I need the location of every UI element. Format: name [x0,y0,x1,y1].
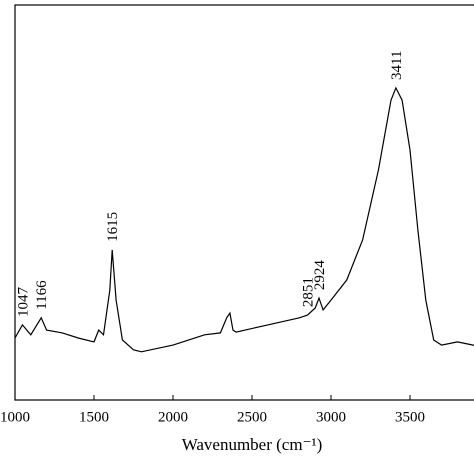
spectrum-line [14,86,474,353]
x-tick-label: 1000 [0,409,30,425]
x-tick-label: 3500 [395,409,425,425]
peak-label: 1166 [34,280,50,310]
plot-frame [14,4,474,401]
peak-label: 1615 [105,212,121,242]
x-tick-label: 2000 [158,409,188,425]
x-tick-label: 3000 [316,409,346,425]
x-tick-label: 2500 [237,409,267,425]
peak-label: 1047 [15,286,31,317]
x-axis-label: Wavenumber (cm⁻¹) [182,435,323,454]
x-tick-label: 1500 [79,409,109,425]
peak-label: 3411 [389,50,405,79]
peak-label: 2851 [300,277,316,307]
peak-label: 2924 [312,260,328,291]
